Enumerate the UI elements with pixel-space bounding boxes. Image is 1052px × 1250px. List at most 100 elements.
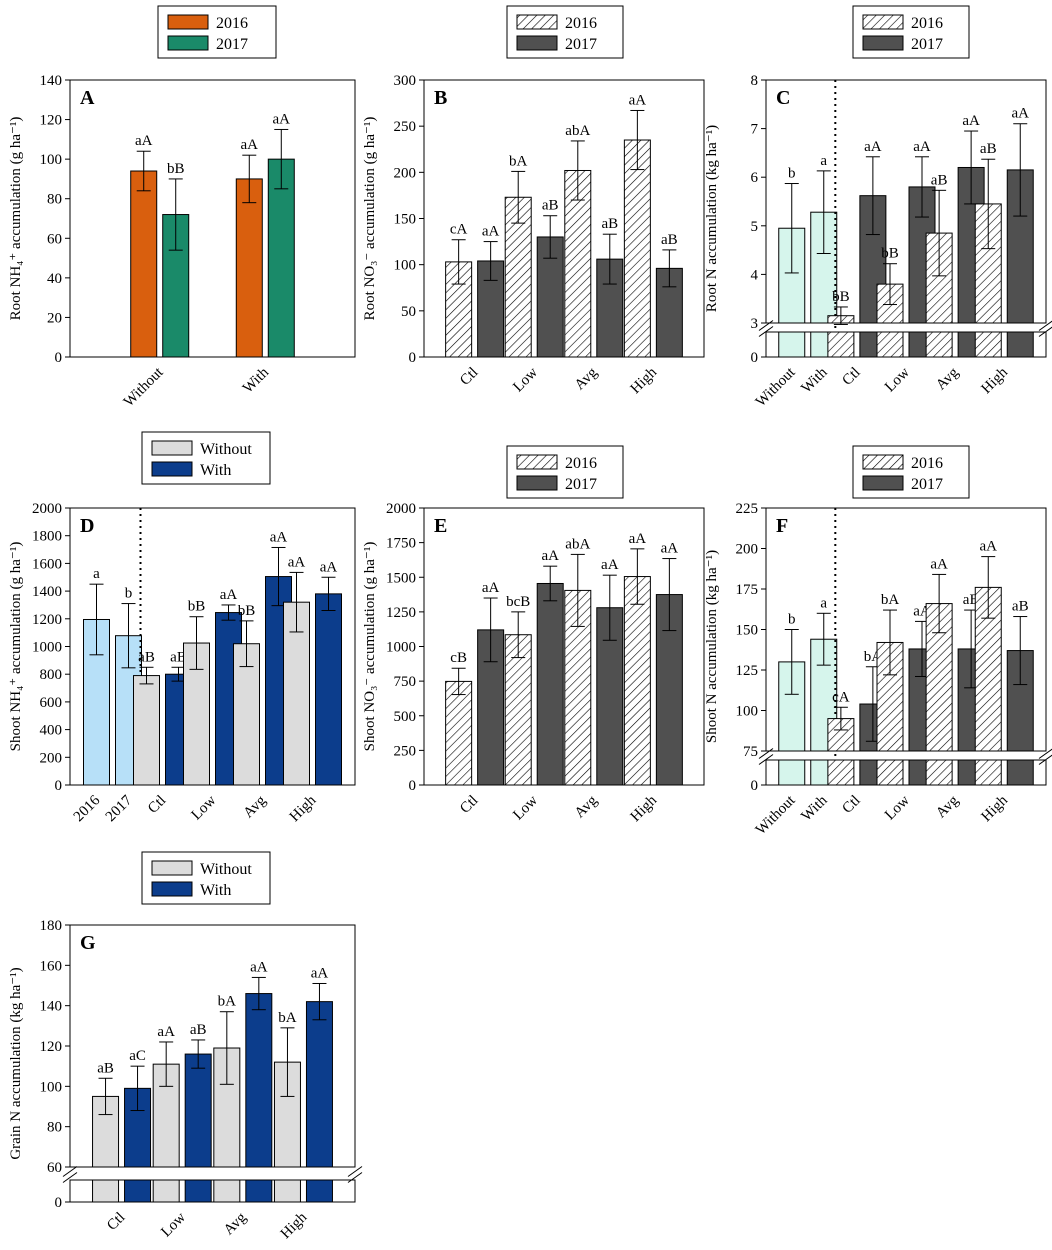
x-tick-label: Low xyxy=(510,364,541,395)
significance-letter: aA xyxy=(930,556,948,572)
significance-letter: bB xyxy=(188,599,206,615)
significance-letter: aA xyxy=(661,541,679,557)
panel-letter: F xyxy=(776,515,788,537)
legend-label: 2016 xyxy=(216,15,248,32)
y-tick-label: 120 xyxy=(40,113,63,129)
legend: 2016 2017 xyxy=(157,5,277,59)
axis-break-mark xyxy=(1038,320,1052,331)
y-tick-label: 0 xyxy=(55,778,63,794)
axis-break-mark xyxy=(1038,748,1052,759)
significance-letter: aA xyxy=(273,111,291,127)
panel-letter: D xyxy=(80,515,94,537)
significance-letter: abA xyxy=(565,123,590,139)
y-tick-label: 500 xyxy=(394,709,417,725)
significance-letter: aA xyxy=(1011,106,1029,122)
y-tick-label: 800 xyxy=(40,667,63,683)
legend: 2016 2017 xyxy=(506,5,624,59)
y-tick-label: 80 xyxy=(47,192,62,208)
bar-high-without xyxy=(283,601,310,786)
y-tick-label: 0 xyxy=(409,778,417,794)
x-tick-label: Without xyxy=(753,792,799,838)
bar-low-2017 xyxy=(536,582,564,786)
y-tick-label: 5 xyxy=(751,219,759,235)
y-tick-label: 0 xyxy=(751,350,759,366)
panel-f: 75 100 125 150 175 200 225 0 Shoot N accumulatio… xyxy=(704,445,1052,838)
legend: 2016 2017 xyxy=(852,445,970,499)
y-tick-label: 1600 xyxy=(32,556,62,572)
bar-avg-with xyxy=(245,993,273,1168)
y-tick-label: 150 xyxy=(394,212,417,228)
significance-letter: a xyxy=(820,153,827,169)
x-tick-label: Low xyxy=(510,792,541,823)
plot-frame-upper xyxy=(765,79,1047,324)
bar-ctl-without xyxy=(133,675,160,786)
legend-swatch-2017 xyxy=(516,35,558,51)
legend-swatch-with xyxy=(151,461,193,477)
bar-overall-without-stub xyxy=(778,331,806,358)
y-tick-label: 200 xyxy=(736,542,759,558)
y-tick-label: 2000 xyxy=(32,501,62,517)
y-tick-label: 50 xyxy=(401,304,416,320)
y-tick-label: 2000 xyxy=(386,501,416,517)
x-tick-label: With xyxy=(798,792,830,824)
significance-letter: aA xyxy=(311,965,329,981)
y-tick-label: 80 xyxy=(47,1120,62,1136)
significance-letter: b xyxy=(788,166,796,182)
significance-letter: aB xyxy=(170,649,187,665)
significance-letter: aB xyxy=(542,198,559,214)
legend-label: 2017 xyxy=(565,36,597,53)
significance-letter: bB xyxy=(881,246,899,262)
y-tick-label: 40 xyxy=(47,271,62,287)
y-tick-label: 200 xyxy=(394,165,417,181)
y-tick-label: 100 xyxy=(40,152,63,168)
legend: Without With xyxy=(141,431,271,485)
legend-swatch-2016 xyxy=(862,14,904,30)
bar-avg-without-stub xyxy=(213,1179,241,1203)
bar-high-2017-stub xyxy=(1006,331,1034,358)
plot-frame-lower xyxy=(765,759,1047,786)
panel-letter: G xyxy=(80,932,96,954)
x-tick-label: Avg xyxy=(572,792,601,821)
x-tick-label: High xyxy=(979,364,1012,397)
significance-letter: bA xyxy=(218,994,237,1010)
significance-letter: aA xyxy=(979,539,997,555)
significance-letter: bcB xyxy=(506,594,530,610)
legend-label: 2016 xyxy=(911,15,943,32)
bar-with-2016 xyxy=(235,178,263,358)
significance-letter: aB xyxy=(931,172,948,188)
y-tick-label: 160 xyxy=(40,958,63,974)
panel-d: 0 200 400 600 800 1000 1200 1400 1600 1800 2000 Sho… xyxy=(8,431,356,825)
y-tick-label: 750 xyxy=(394,674,417,690)
legend-swatch-2017 xyxy=(516,475,558,491)
bar-low-2016 xyxy=(504,634,532,786)
y-tick-label: 100 xyxy=(394,258,417,274)
x-tick-label: Low xyxy=(882,792,913,823)
y-axis-title: Root NO₃⁻ accumulation (g ha⁻¹) xyxy=(362,117,378,321)
x-tick-label: Low xyxy=(189,792,220,823)
significance-letter: aA xyxy=(270,529,288,545)
panel-letter: B xyxy=(434,87,447,109)
legend-swatch-without xyxy=(151,440,193,456)
x-tick-label: Avg xyxy=(221,1209,250,1238)
bar-ctl-2016-stub xyxy=(827,331,855,358)
y-tick-label: 1750 xyxy=(386,536,416,552)
legend-label: 2016 xyxy=(565,455,597,472)
bar-without-2016 xyxy=(130,170,158,358)
y-tick-label: 120 xyxy=(40,1039,63,1055)
x-tick-label: Ctl xyxy=(104,1210,128,1234)
significance-letter: b xyxy=(125,586,133,602)
bar-ctl-2016 xyxy=(445,680,473,786)
x-tick-label: 2017 xyxy=(103,792,136,825)
y-tick-label: 1000 xyxy=(32,640,62,656)
panel-letter: C xyxy=(776,87,790,109)
y-tick-label: 7 xyxy=(751,122,759,138)
significance-letter: aA xyxy=(629,531,647,547)
axis-break-mark xyxy=(1038,326,1052,337)
significance-letter: bA xyxy=(278,1010,297,1026)
bar-low-with xyxy=(184,1053,212,1168)
panel-g: 60 80 100 120 140 160 180 0 Grain N accumulation… xyxy=(8,851,363,1242)
y-tick-label: 1200 xyxy=(32,612,62,628)
legend-swatch-with xyxy=(151,881,193,897)
axis-break-mark xyxy=(1038,754,1052,765)
legend-swatch-2016 xyxy=(167,14,209,30)
